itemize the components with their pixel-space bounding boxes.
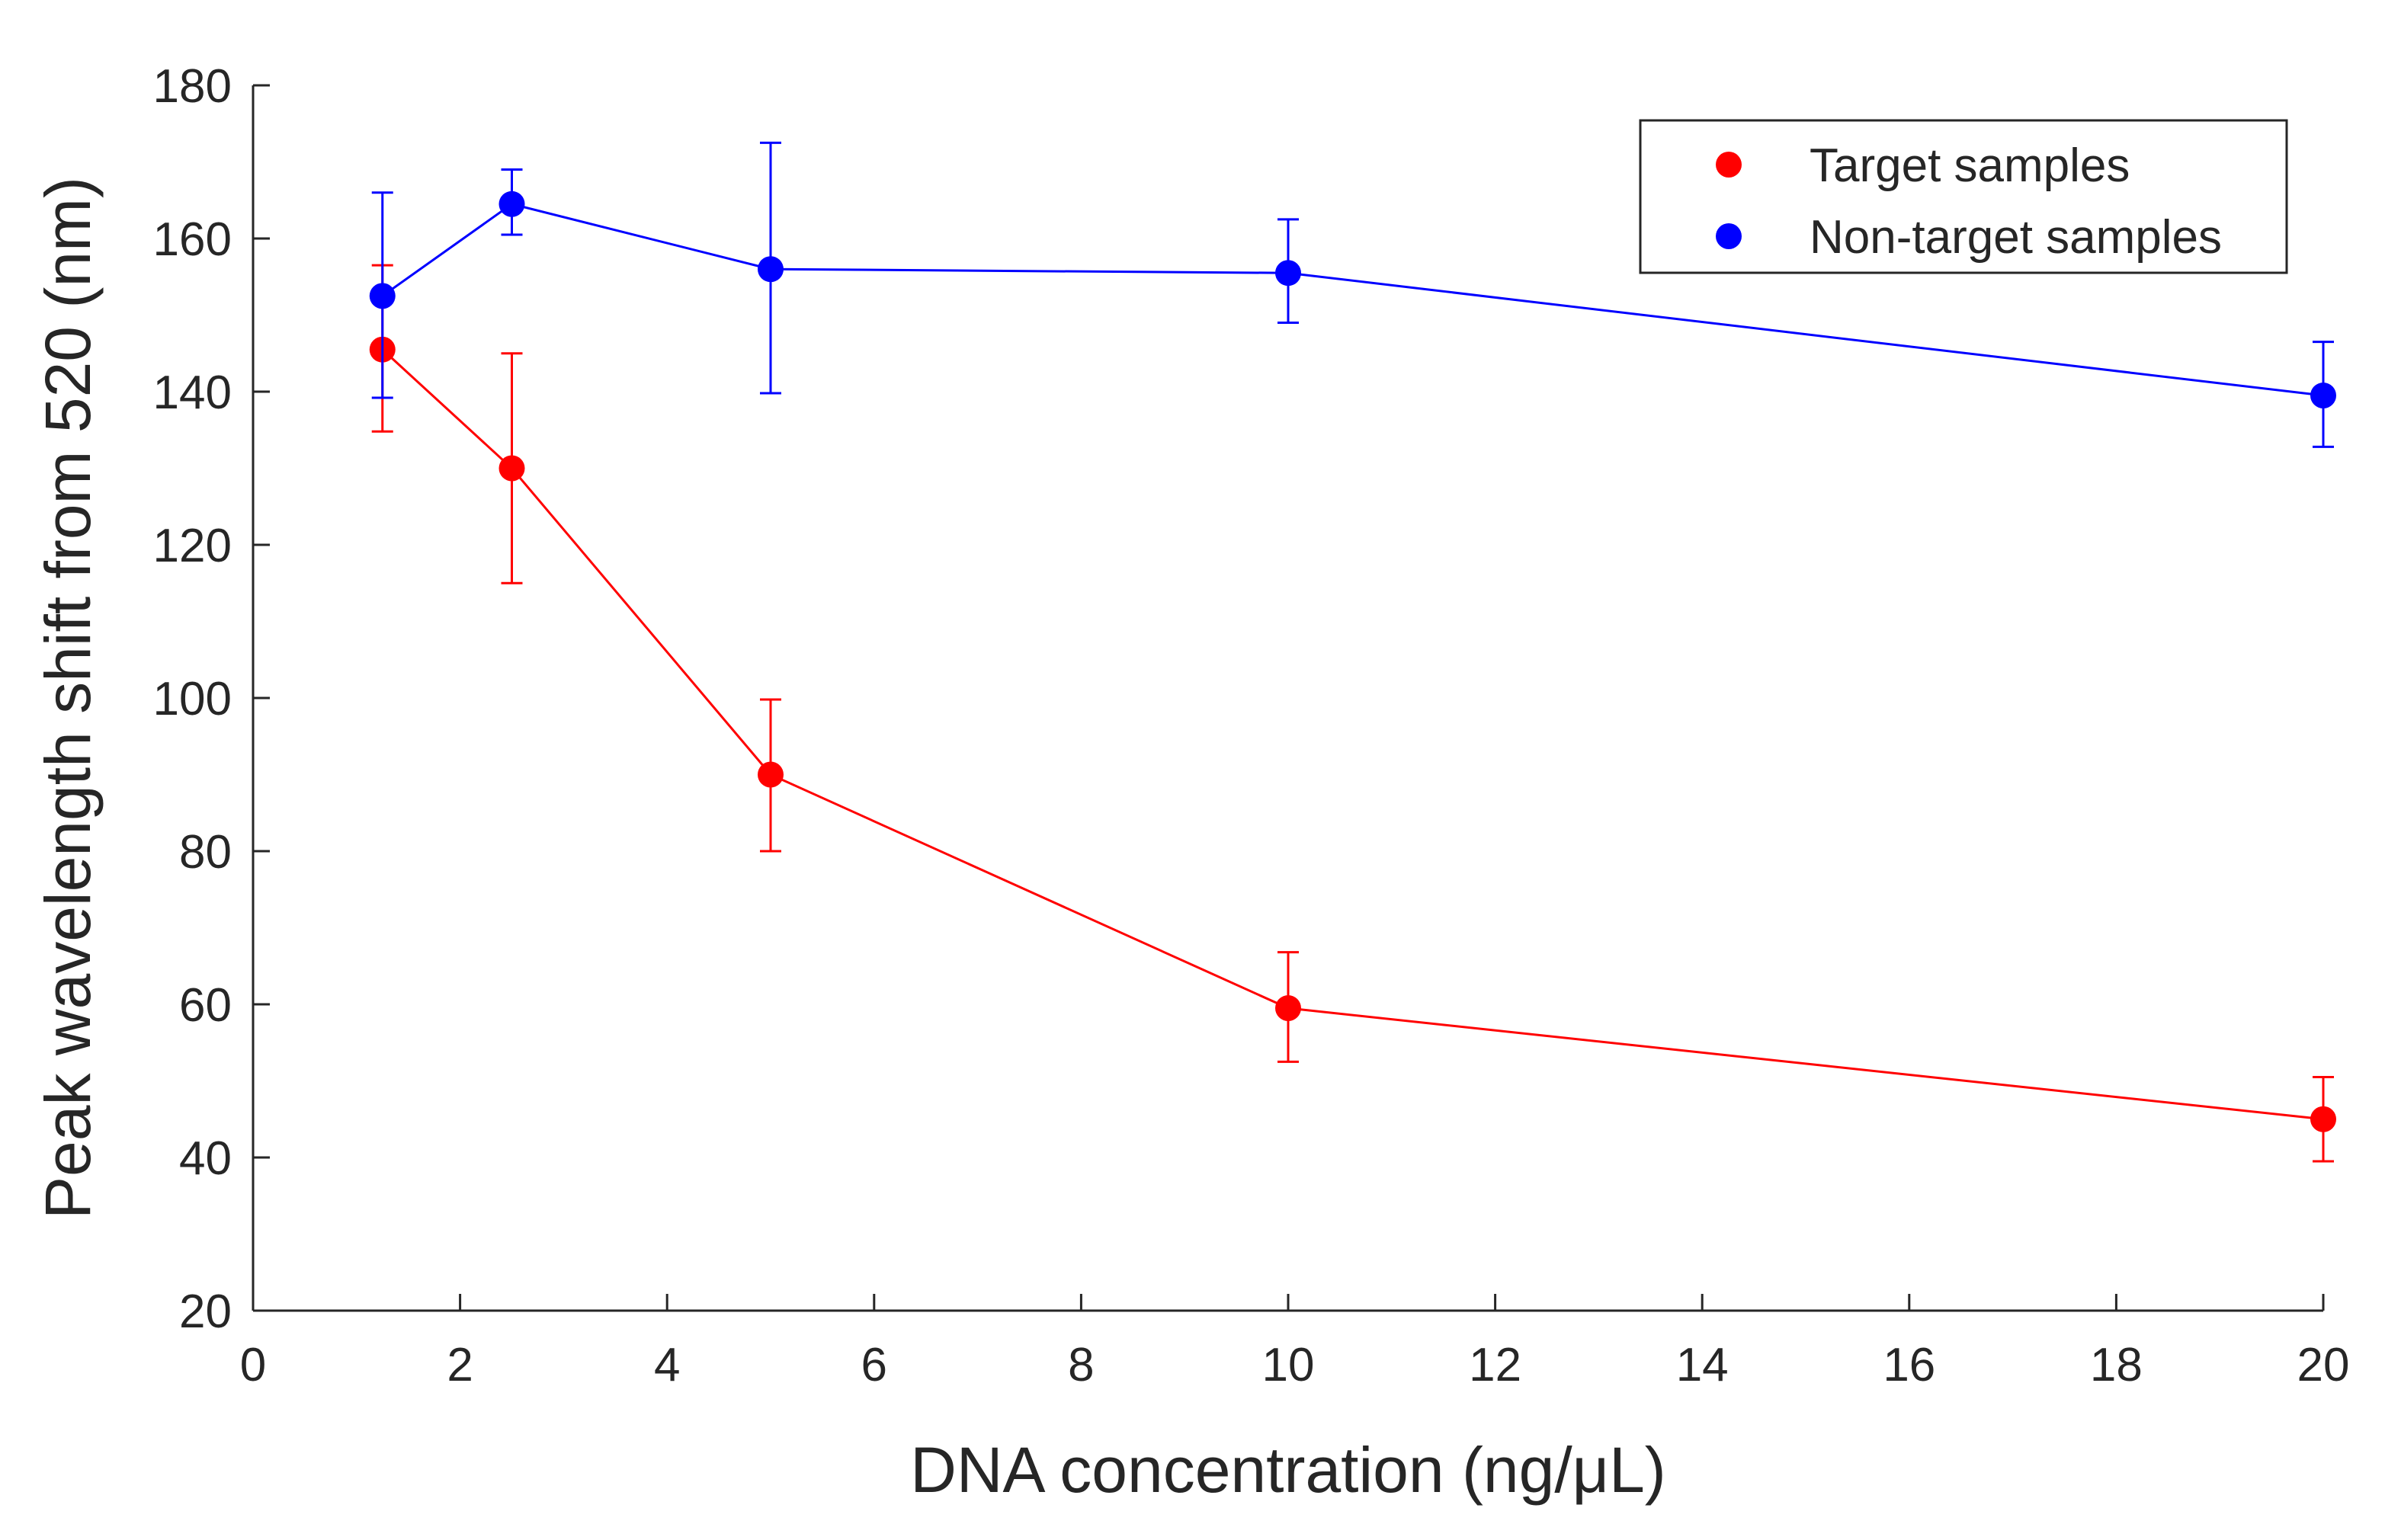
y-tick-label: 180 [153,60,232,113]
legend: Target samples Non-target samples [1639,119,2288,274]
legend-label: Target samples [1810,139,2130,192]
x-tick-label: 18 [2090,1339,2143,1391]
y-tick-label: 80 [179,826,232,879]
x-tick-label: 10 [1262,1339,1315,1391]
data-point [2310,1106,2336,1132]
x-tick-label: 8 [1068,1339,1094,1391]
data-point [758,256,784,283]
data-point [758,761,784,788]
legend-marker [1716,223,1742,249]
y-tick-label: 40 [179,1132,232,1185]
x-tick-label: 14 [1676,1339,1729,1391]
data-point [1275,995,1301,1022]
series-0 [369,264,2336,1163]
x-tick-label: 4 [654,1339,680,1391]
x-tick-label: 20 [2297,1339,2350,1391]
legend-label: Non-target samples [1810,211,2222,264]
x-axis-label: DNA concentration (ng/μL) [910,1434,1666,1506]
data-point [369,283,396,309]
data-point [2310,383,2336,409]
axes: 0 2 4 6 8 10 12 14 16 18 20 20 40 60 80 100 120 140 160 180… [32,60,2349,1506]
x-tick-label: 12 [1469,1339,1521,1391]
y-axis-label: Peak wavelength shift from 520 (nm) [32,177,104,1219]
legend-marker [1716,152,1742,178]
y-tick-label: 160 [153,213,232,266]
y-tick-label: 20 [179,1285,232,1338]
x-tick-label: 0 [240,1339,266,1391]
data-point [498,190,525,217]
series-line [381,348,2324,1121]
x-tick-label: 16 [1883,1339,1935,1391]
x-tick-label: 6 [861,1339,887,1391]
data-point [1275,260,1301,287]
data-point [498,455,525,482]
y-tick-label: 100 [153,673,232,725]
y-tick-label: 140 [153,367,232,419]
y-tick-label: 120 [153,520,232,572]
series-1 [369,141,2336,448]
x-tick-label: 2 [447,1339,473,1391]
series-layer [369,141,2336,1163]
y-tick-label: 60 [179,979,232,1032]
legend-box [1639,119,2288,274]
